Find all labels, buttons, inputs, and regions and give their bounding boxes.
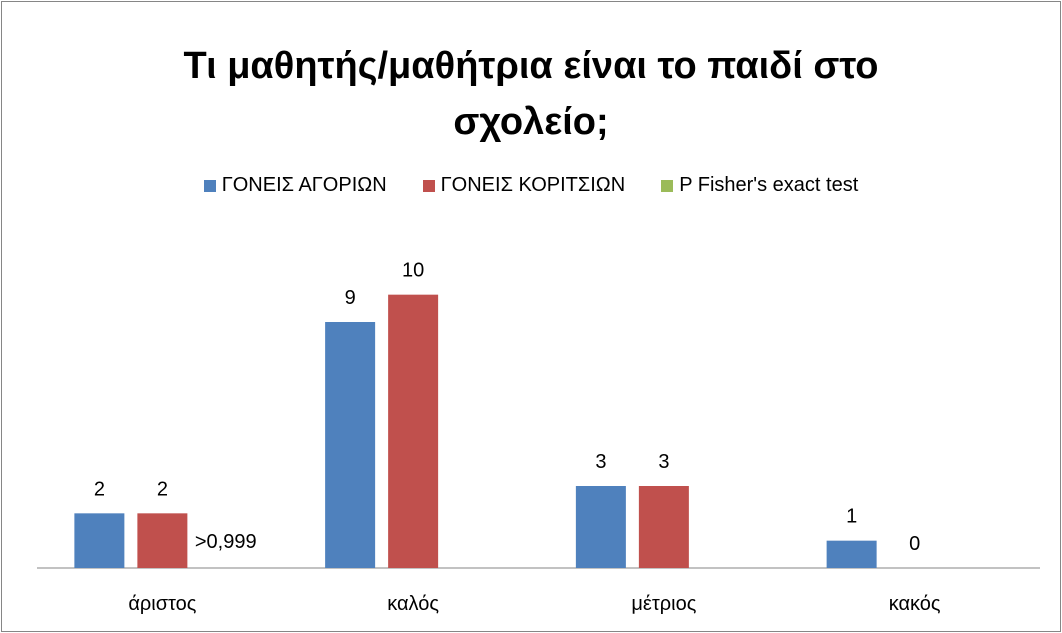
legend-swatch	[203, 179, 216, 192]
bar	[74, 513, 125, 568]
data-label: 0	[909, 533, 920, 555]
bar	[638, 486, 689, 568]
data-label: 2	[157, 478, 168, 500]
legend: ΓΟΝΕΙΣ ΑΓΟΡΙΩΝ ΓΟΝΕΙΣ ΚΟΡΙΤΣΙΩΝ P Fisher's…	[0, 174, 1062, 197]
bar	[575, 486, 626, 568]
data-label: 3	[595, 451, 606, 473]
data-label: 9	[345, 287, 356, 309]
data-label: 2	[94, 478, 105, 500]
data-label: 1	[846, 506, 857, 528]
legend-item: ΓΟΝΕΙΣ ΚΟΡΙΤΣΙΩΝ	[422, 174, 626, 197]
data-label: 10	[402, 260, 424, 282]
x-tick-label: άριστος	[128, 593, 196, 615]
legend-label: P Fisher's exact test	[679, 174, 859, 196]
bar	[388, 294, 439, 568]
annotation: >0,999	[195, 531, 257, 553]
data-label: 3	[658, 451, 669, 473]
legend-item: ΓΟΝΕΙΣ ΑΓΟΡΙΩΝ	[203, 174, 387, 197]
x-tick-label: μέτριος	[631, 593, 696, 615]
title-box: Τι μαθητής/μαθήτρια είναι το παιδί στο σ…	[0, 38, 1062, 150]
legend-item: P Fisher's exact test	[661, 174, 858, 197]
legend-swatch	[422, 179, 435, 192]
legend-label: ΓΟΝΕΙΣ ΑΓΟΡΙΩΝ	[221, 174, 387, 196]
bar	[137, 513, 188, 568]
legend-swatch	[661, 179, 674, 192]
bar	[826, 540, 877, 568]
bar	[325, 322, 376, 568]
legend-label: ΓΟΝΕΙΣ ΚΟΡΙΤΣΙΩΝ	[440, 174, 626, 196]
chart-title: Τι μαθητής/μαθήτρια είναι το παιδί στο σ…	[183, 45, 879, 143]
x-tick-label: καλός	[387, 593, 439, 615]
x-tick-label: κακός	[889, 593, 941, 615]
